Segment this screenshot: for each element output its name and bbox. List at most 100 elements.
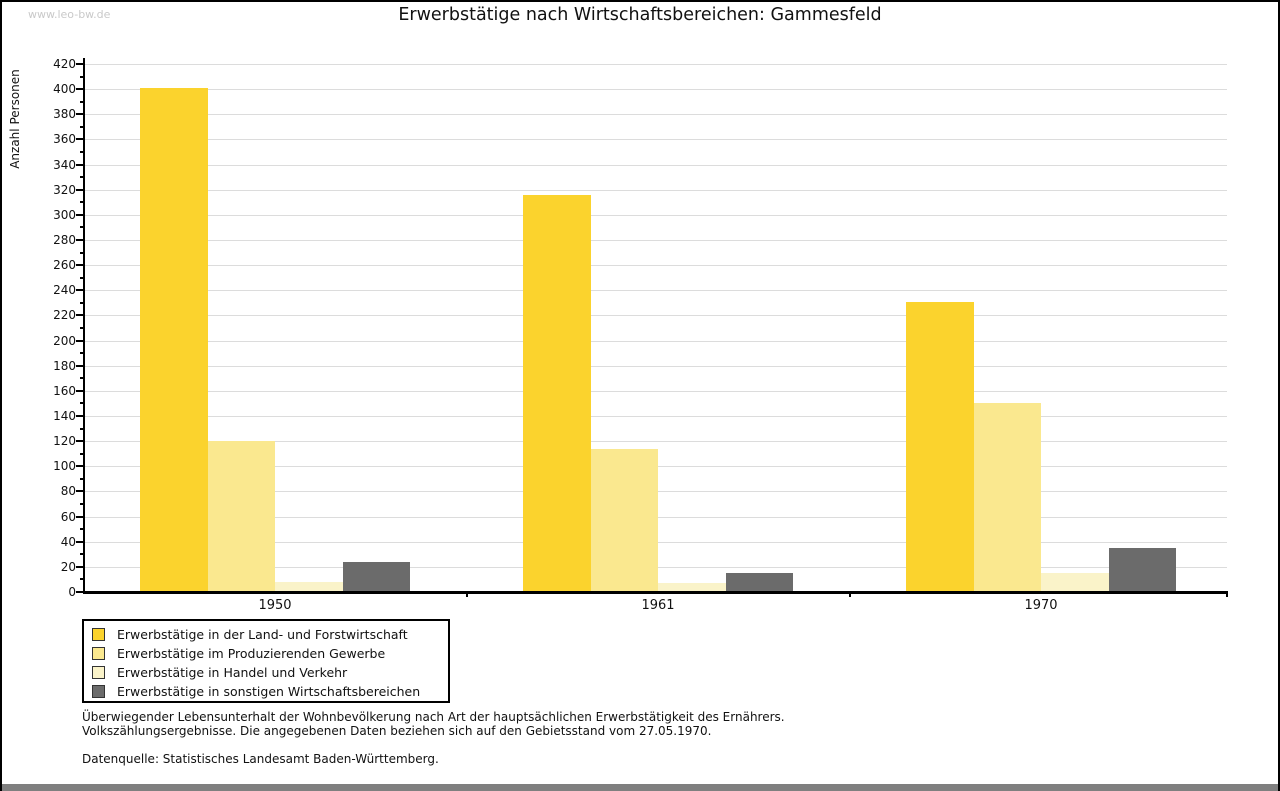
y-minor-tick [80,503,84,505]
legend-label: Erwerbstätige in Handel und Verkehr [117,665,348,680]
bar [275,582,343,592]
x-axis [83,591,1228,594]
y-minor-tick [80,428,84,430]
gridline [85,215,1227,216]
legend-item: Erwerbstätige in sonstigen Wirtschaftsbe… [92,682,448,701]
bar [726,573,793,592]
bar [208,441,275,592]
y-major-tick [76,214,84,216]
y-tick-label: 100 [53,459,76,473]
y-minor-tick [80,553,84,555]
bar [658,583,726,592]
x-category-label: 1970 [1024,598,1058,613]
y-minor-tick [80,352,84,354]
y-tick-label: 340 [53,158,76,172]
y-major-tick [76,566,84,568]
y-tick-label: 0 [68,585,76,599]
bar [906,302,974,592]
y-minor-tick [80,478,84,480]
y-tick-label: 300 [53,208,76,222]
y-minor-tick [80,76,84,78]
gridline [85,391,1227,392]
legend-item: Erwerbstätige in Handel und Verkehr [92,663,448,682]
y-tick-label: 400 [53,82,76,96]
y-minor-tick [80,101,84,103]
y-major-tick [76,113,84,115]
x-category-label: 1950 [258,598,292,613]
y-major-tick [76,63,84,65]
bar [591,449,658,592]
legend-item: Erwerbstätige in der Land- und Forstwirt… [92,625,448,644]
gridline [85,290,1227,291]
legend-label: Erwerbstätige im Produzierenden Gewerbe [117,646,386,661]
y-major-tick [76,289,84,291]
gridline [85,64,1227,65]
gridline [85,416,1227,417]
gridline [85,341,1227,342]
gridline [85,240,1227,241]
y-major-tick [76,415,84,417]
footnote-line-1: Überwiegender Lebensunterhalt der Wohnbe… [82,710,785,724]
y-minor-tick [80,528,84,530]
y-tick-label: 280 [53,233,76,247]
y-tick-label: 420 [53,57,76,71]
gridline [85,315,1227,316]
y-major-tick [76,591,84,593]
y-tick-label: 80 [60,484,76,498]
gridline [85,165,1227,166]
x-tick [849,591,851,597]
y-tick-label: 60 [60,510,76,524]
y-minor-tick [80,453,84,455]
x-tick [1226,591,1228,597]
y-minor-tick [80,126,84,128]
watermark: www.leo-bw.de [28,8,111,21]
footnote-line-2: Volkszählungsergebnisse. Die angegebenen… [82,724,712,738]
y-major-tick [76,365,84,367]
y-minor-tick [80,578,84,580]
bar [974,403,1041,592]
x-category-label: 1961 [641,598,675,613]
bar [140,88,208,592]
chart-title: Erwerbstätige nach Wirtschaftsbereichen:… [398,5,882,25]
y-tick-label: 380 [53,107,76,121]
y-minor-tick [80,277,84,279]
gridline [85,114,1227,115]
y-major-tick [76,390,84,392]
y-minor-tick [80,302,84,304]
legend-item: Erwerbstätige im Produzierenden Gewerbe [92,644,448,663]
y-major-tick [76,264,84,266]
legend-swatch-icon [92,685,105,698]
gridline [85,139,1227,140]
y-tick-label: 160 [53,384,76,398]
y-minor-tick [80,252,84,254]
gridline [85,265,1227,266]
bottom-strip [2,784,1278,791]
y-tick-label: 20 [60,560,76,574]
y-axis [83,58,85,594]
y-minor-tick [80,402,84,404]
y-major-tick [76,516,84,518]
y-minor-tick [80,176,84,178]
legend-swatch-icon [92,628,105,641]
gridline [85,366,1227,367]
y-major-tick [76,340,84,342]
y-tick-label: 240 [53,283,76,297]
bar [343,562,410,592]
y-major-tick [76,490,84,492]
legend-swatch-icon [92,647,105,660]
y-minor-tick [80,327,84,329]
y-tick-label: 140 [53,409,76,423]
y-tick-label: 200 [53,334,76,348]
legend-label: Erwerbstätige in sonstigen Wirtschaftsbe… [117,684,421,699]
gridline [85,89,1227,90]
gridline [85,190,1227,191]
y-tick-label: 360 [53,132,76,146]
gridline [85,441,1227,442]
y-minor-tick [80,151,84,153]
source-line: Datenquelle: Statistisches Landesamt Bad… [82,752,439,766]
y-major-tick [76,541,84,543]
y-major-tick [76,239,84,241]
legend-label: Erwerbstätige in der Land- und Forstwirt… [117,627,408,642]
y-major-tick [76,440,84,442]
